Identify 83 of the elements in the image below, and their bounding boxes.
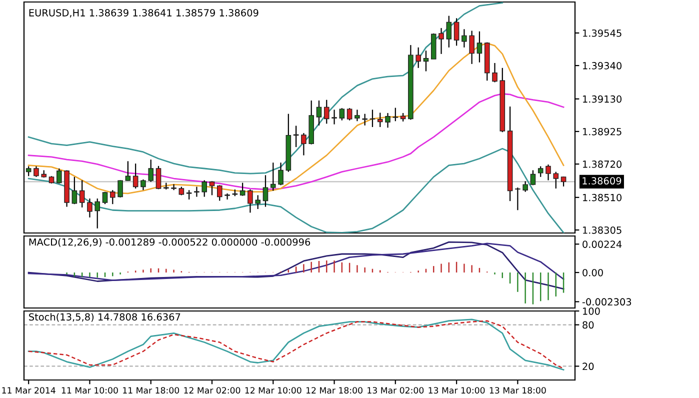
x-tick-label: 12 Mar 18:00 [306, 387, 362, 394]
candlestick [469, 30, 474, 65]
candlestick [530, 170, 536, 186]
candlestick [270, 162, 276, 192]
x-tick-label: 13 Mar 02:00 [368, 387, 424, 394]
candlestick [262, 174, 268, 208]
x-tick-label: 12 Mar 02:00 [184, 387, 240, 394]
candlestick [454, 18, 460, 46]
candlestick [316, 100, 322, 126]
candlestick [370, 109, 376, 128]
y-tick-label: 1.39130 [583, 95, 622, 103]
candlestick [148, 159, 154, 182]
y-tick-label: 1.38510 [583, 194, 622, 202]
candlestick [209, 180, 215, 196]
candlestick [392, 107, 398, 122]
candlestick [224, 192, 230, 200]
candlestick [522, 180, 528, 192]
candlestick [140, 178, 146, 191]
candlestick [216, 184, 222, 202]
y-tick-label: 1.38925 [583, 128, 622, 136]
x-tick-label: 12 Mar 10:00 [245, 387, 302, 394]
candlestick [94, 198, 100, 229]
candlestick [553, 171, 559, 190]
candlestick [492, 62, 498, 83]
candlestick [346, 108, 352, 121]
y-tick-label: 0.00224 [582, 240, 622, 248]
candlestick [476, 30, 482, 63]
x-tick-label: 13 Mar 18:00 [490, 387, 546, 394]
x-tick-label: 11 Mar 10:00 [62, 387, 118, 394]
y-tick-label: 100 [583, 307, 600, 315]
y-tick-label: 20 [582, 362, 594, 370]
candlestick [194, 186, 200, 198]
candlestick [125, 160, 131, 182]
candlestick [324, 99, 330, 124]
y-tick-label: -0.002303 [582, 298, 632, 306]
candlestick [538, 166, 544, 178]
y-tick-label: 1.38305 [583, 226, 622, 234]
candlestick [87, 198, 92, 218]
candlestick [546, 164, 551, 181]
candlestick [118, 180, 123, 198]
candlestick [72, 176, 78, 205]
candlestick [339, 108, 345, 121]
chart-title: Stoch(13,5,8) 14.7808 16.6367 [29, 313, 180, 322]
y-tick-label: 1.39545 [583, 29, 622, 37]
candlestick [354, 109, 360, 122]
candlestick [462, 28, 467, 48]
candlestick [332, 109, 337, 125]
text: EURUSD,H1 1.38639 1.38641 1.38579 1.38609 [29, 9, 258, 18]
line-series [28, 2, 504, 174]
candlestick [132, 163, 138, 190]
y-tick-label: 80 [582, 321, 594, 329]
candlestick [79, 180, 85, 208]
x-tick-label: 13 Mar 10:00 [428, 387, 485, 394]
candlestick [186, 190, 192, 200]
x-tick-label: 11 Mar 2014 [2, 387, 56, 394]
candlestick [156, 165, 162, 190]
candlestick [416, 46, 421, 68]
candlestick [301, 132, 306, 156]
y-tick-label: 0.00 [582, 268, 603, 276]
candlestick [423, 50, 429, 72]
candlestick [56, 168, 62, 184]
candlestick [240, 182, 246, 196]
candlestick [202, 180, 207, 198]
candlestick [34, 166, 39, 178]
candlestick [278, 162, 284, 186]
chart-title: MACD(12,26,9) -0.001289 -0.000522 0.000000 -0.000996 [29, 238, 310, 247]
x-tick-label: 11 Mar 18:00 [123, 387, 180, 394]
candlestick [255, 194, 260, 210]
candlestick [385, 112, 390, 128]
y-tick-label: 1.39340 [583, 62, 622, 70]
candlestick [515, 187, 520, 211]
candlestick [102, 191, 108, 205]
candlestick [248, 188, 253, 214]
candlestick [438, 28, 444, 55]
candlestick [110, 190, 116, 205]
candlestick [446, 15, 452, 48]
ref-line-label: 1.38609 [582, 177, 622, 185]
candlestick [171, 184, 176, 191]
y-tick-label: 1.38720 [583, 160, 622, 168]
candlestick [362, 113, 368, 126]
candlestick [560, 176, 566, 188]
candlestick [377, 112, 383, 128]
line-series [28, 148, 564, 233]
